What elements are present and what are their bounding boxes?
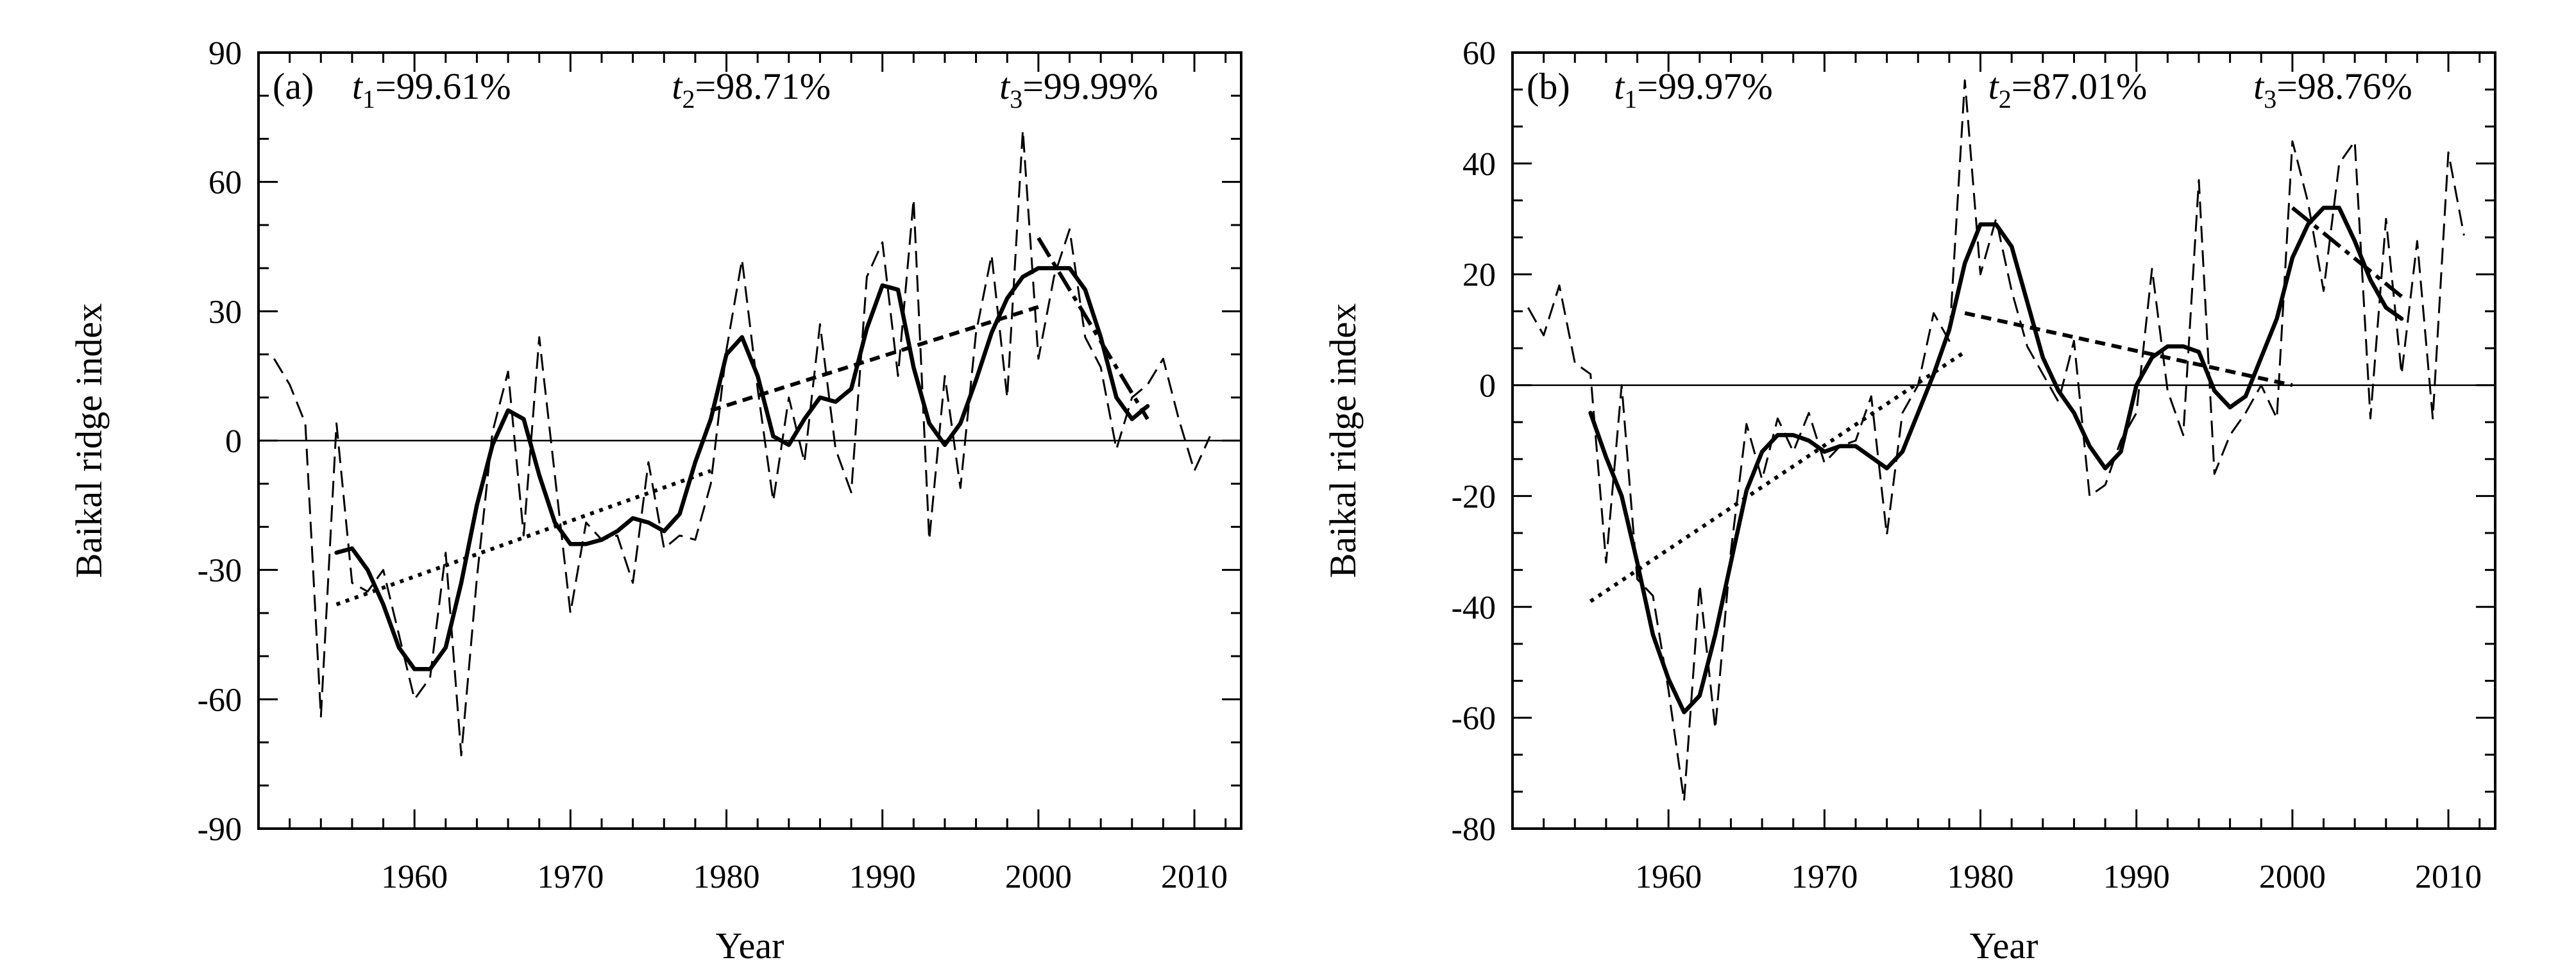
x-tick-label: 1960 (1635, 859, 1702, 895)
y-tick-label: 60 (1462, 35, 1496, 72)
annotation-variable: t (1988, 65, 2000, 107)
y-tick-label: -80 (1452, 811, 1496, 848)
annotation-subscript: 3 (1010, 85, 1022, 114)
plot-frame (1511, 51, 2496, 830)
annotation-value: =98.76% (2276, 65, 2412, 107)
y-tick-label: 40 (1462, 146, 1496, 183)
series-thick-solid (334, 266, 1150, 671)
series-dashed-trend (1964, 311, 2293, 387)
x-tick-label: 1970 (537, 859, 604, 895)
y-tick-label: 0 (225, 423, 242, 460)
series-dotted-trend (335, 469, 712, 607)
series-dotted-trend (1589, 350, 1966, 604)
panel-label: (a) (273, 65, 314, 107)
series-dashdot-trend (2291, 206, 2403, 298)
series-dashed-trend (710, 305, 1039, 412)
significance-annotation: t2=98.71% (672, 65, 831, 114)
annotation-value: =87.01% (2012, 65, 2148, 107)
y-tick-label: -60 (1452, 700, 1496, 737)
series-thick-solid (1588, 205, 2404, 714)
annotation-subscript: 2 (1999, 85, 2012, 114)
significance-annotation: t1=99.97% (1614, 65, 1773, 114)
y-tick-label: -30 (198, 553, 242, 589)
series-thin-dashed (273, 129, 1211, 757)
annotation-variable: t (999, 65, 1011, 107)
annotation-value: =99.99% (1022, 65, 1158, 107)
y-tick-label: -40 (1452, 589, 1496, 626)
x-tick-label: 1970 (1791, 859, 1858, 895)
x-axis-title: Year (716, 925, 784, 967)
series-thin-dashed (1527, 79, 2465, 802)
x-tick-label: 1990 (849, 859, 916, 895)
annotation-subscript: 1 (362, 85, 375, 114)
annotation-subscript: 1 (1624, 85, 1637, 114)
annotation-variable: t (2253, 65, 2265, 107)
significance-annotation: t3=98.76% (2253, 65, 2412, 114)
y-axis-title: Baikal ridge index (1322, 303, 1364, 578)
x-tick-label: 2000 (2259, 859, 2326, 895)
x-tick-label: 1990 (2103, 859, 2170, 895)
annotation-subscript: 3 (2264, 85, 2276, 114)
annotation-subscript: 2 (682, 85, 695, 114)
y-tick-label: 60 (208, 165, 242, 201)
x-tick-label: 2000 (1005, 859, 1072, 895)
annotation-value: =99.61% (375, 65, 511, 107)
y-tick-label: 0 (1479, 368, 1496, 405)
significance-annotation: t3=99.99% (999, 65, 1158, 114)
x-tick-label: 1960 (381, 859, 448, 895)
significance-annotation: t1=99.61% (352, 65, 511, 114)
annotation-value: =99.97% (1637, 65, 1773, 107)
annotation-value: =98.71% (695, 65, 831, 107)
significance-annotation: t2=87.01% (1988, 65, 2148, 114)
y-tick-label: -20 (1452, 478, 1496, 515)
x-tick-label: 1980 (1947, 859, 2014, 895)
x-tick-label: 2010 (1161, 859, 1228, 895)
chart-panel-a: -90 -60 -30 0 30 60 90 1960 1970 1980 1990 2000 2010… (68, 35, 1242, 967)
y-tick-label: -90 (198, 811, 242, 848)
panel-label: (b) (1527, 65, 1570, 107)
annotation-variable: t (672, 65, 683, 107)
x-axis-title: Year (1970, 925, 2038, 967)
series-dashdot-trend (1037, 237, 1149, 420)
y-tick-label: 90 (208, 35, 242, 72)
annotation-variable: t (1614, 65, 1625, 107)
y-tick-label: 30 (208, 294, 242, 330)
y-tick-label: -60 (198, 682, 242, 718)
y-tick-label: 20 (1462, 257, 1496, 294)
chart-panel-b: -80 -60 -40 -20 0 20 40 60 1960 1970 1980 1990 2000 2… (1322, 35, 2496, 967)
annotation-variable: t (352, 65, 364, 107)
x-tick-label: 1980 (693, 859, 760, 895)
y-axis-title: Baikal ridge index (68, 303, 110, 578)
x-tick-label: 2010 (2415, 859, 2482, 895)
